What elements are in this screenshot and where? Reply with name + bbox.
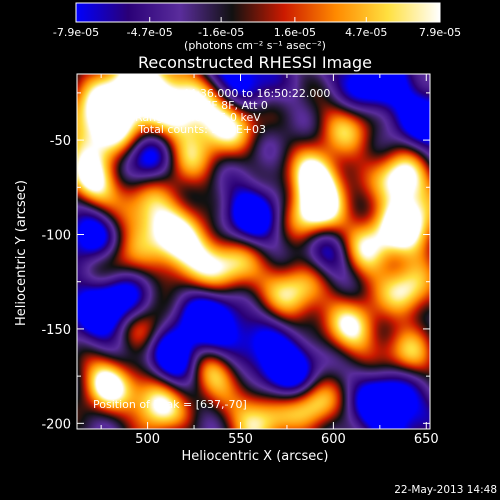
colorbar-tick-label: 1.6e-05 bbox=[274, 26, 316, 39]
colorbar-tick-label: -1.6e-05 bbox=[198, 26, 244, 39]
y-axis-label: Heliocentric Y (arcsec) bbox=[14, 180, 29, 326]
x-axis-label: Heliocentric X (arcsec) bbox=[182, 449, 329, 464]
colorbar-tick-label: -7.9e-05 bbox=[53, 26, 99, 39]
colorbar-tick-label: 4.7e-05 bbox=[345, 26, 387, 39]
x-tick-label: 500 bbox=[135, 432, 160, 447]
colorbar-ticks: -7.9e-05 -4.7e-05 -1.6e-05 1.6e-05 4.7e-05 7.… bbox=[53, 17, 461, 39]
colorbar-unit-label: (photons cm⁻² s⁻¹ asec⁻²) bbox=[184, 39, 326, 52]
info-detectors: Detectors: 4F 5F 6F 7F 8F, Att 0 bbox=[93, 99, 268, 112]
y-tick-label: -50 bbox=[50, 134, 71, 149]
y-axis-ticks: -50 -100 -150 -200 bbox=[41, 92, 430, 432]
plot-frame bbox=[76, 73, 431, 430]
x-axis-ticks: 500 550 600 650 bbox=[100, 74, 439, 447]
x-tick-label: 600 bbox=[321, 432, 346, 447]
colorbar: -7.9e-05 -4.7e-05 -1.6e-05 1.6e-05 4.7e-05 7.… bbox=[53, 2, 461, 52]
info-energy-range: Energy Range: 12.0 - 25.0 keV bbox=[93, 111, 261, 124]
y-tick-label: -100 bbox=[41, 229, 71, 244]
info-clean-counts: Clean Total counts: 3.31E+03 bbox=[93, 123, 266, 136]
colorbar-tick-label: 7.9e-05 bbox=[419, 26, 461, 39]
heatmap bbox=[77, 74, 430, 429]
x-tick-label: 550 bbox=[228, 432, 253, 447]
footer-timestamp: 22-May-2013 14:48 bbox=[394, 484, 497, 496]
peak-position-label: Position of Peak = [637,-70] bbox=[93, 398, 247, 411]
colorbar-gradient bbox=[75, 2, 441, 23]
info-time-range: 1-Apr-2003 16:44:36.000 to 16:50:22.000 bbox=[100, 87, 330, 100]
y-tick-label: -150 bbox=[41, 323, 71, 338]
observation-info: 1-Apr-2003 16:44:36.000 to 16:50:22.000 … bbox=[93, 87, 330, 411]
colorbar-tick-label: -4.7e-05 bbox=[127, 26, 173, 39]
x-tick-label: 650 bbox=[414, 432, 439, 447]
chart-title: Reconstructed RHESSI Image bbox=[138, 53, 372, 72]
y-tick-label: -200 bbox=[41, 417, 71, 432]
